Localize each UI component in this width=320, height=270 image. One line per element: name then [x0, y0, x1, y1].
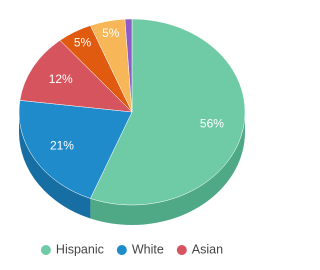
slice-side — [90, 112, 246, 225]
data-label: 21% — [50, 138, 74, 152]
legend: Hispanic White Asian — [40, 242, 223, 256]
slice — [90, 18, 246, 206]
legend-marker — [40, 245, 51, 255]
data-label: 5% — [102, 26, 120, 40]
data-label: 56% — [200, 117, 224, 131]
legend-marker — [176, 245, 187, 255]
legend-label: White — [132, 242, 164, 256]
legend-label: Hispanic — [56, 242, 104, 256]
data-label: 12% — [49, 72, 73, 86]
chart: 56% 21% 12% 5% 5% Hispanic White Asian — [18, 18, 246, 256]
slice-side — [19, 112, 91, 219]
data-label: 5% — [74, 35, 92, 49]
slice — [18, 100, 133, 199]
slice — [19, 40, 133, 113]
legend-marker — [116, 245, 127, 255]
legend-label: Asian — [192, 242, 223, 256]
slice — [124, 18, 133, 113]
